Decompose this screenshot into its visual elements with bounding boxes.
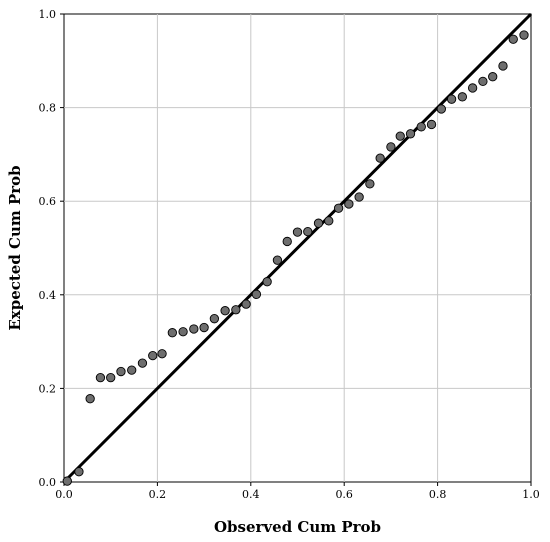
y-tick-label: 0.8 (39, 102, 57, 115)
data-point (478, 76, 488, 87)
data-point (488, 72, 498, 82)
data-point (85, 394, 95, 404)
x-tick-label: 0.2 (149, 488, 167, 501)
data-point (498, 61, 508, 71)
x-tick-label: 0.0 (55, 488, 73, 501)
gridlines (64, 14, 531, 482)
data-point (405, 129, 416, 139)
data-point (251, 289, 262, 299)
x-tick-label: 0.4 (242, 488, 260, 501)
data-point (95, 372, 106, 383)
y-axis-title: Expected Cum Prob (6, 165, 24, 330)
data-point (199, 322, 209, 333)
x-tick-label: 1.0 (522, 488, 540, 501)
y-tick-label: 1.0 (39, 8, 57, 21)
data-point (303, 226, 313, 237)
data-point (167, 328, 177, 338)
data-point (313, 218, 324, 228)
data-point (127, 365, 137, 375)
data-point (324, 216, 334, 226)
data-point (148, 350, 158, 361)
x-axis-title: Observed Cum Prob (214, 518, 381, 536)
data-point (209, 314, 220, 324)
data-point (457, 92, 468, 102)
reference-line (62, 12, 533, 484)
data-point (189, 324, 199, 334)
data-points (62, 30, 529, 486)
data-point (508, 34, 518, 44)
data-point (333, 203, 344, 213)
y-tick-label: 0.6 (39, 195, 57, 208)
data-point (354, 192, 364, 202)
y-tick-label: 0.4 (39, 289, 57, 302)
data-point (519, 30, 529, 40)
data-point (220, 306, 230, 316)
data-point (231, 305, 241, 315)
data-point (467, 83, 478, 93)
data-point (116, 366, 126, 377)
data-point (178, 327, 188, 337)
data-point (106, 372, 116, 383)
data-point (446, 94, 457, 104)
data-point (137, 358, 148, 368)
y-tick-label: 0.2 (39, 382, 57, 395)
data-point (426, 119, 437, 130)
data-point (272, 255, 283, 265)
y-tick-label: 0.0 (39, 476, 57, 489)
data-point (436, 104, 446, 114)
x-axis-ticks: 0.0 0.2 0.4 0.6 0.8 1.0 (55, 482, 540, 501)
y-axis-ticks: 0.0 0.2 0.4 0.6 0.8 1.0 (39, 8, 64, 489)
data-point (375, 153, 385, 163)
data-point (292, 227, 303, 237)
x-tick-label: 0.8 (429, 488, 447, 501)
data-point (62, 476, 72, 486)
data-point (386, 142, 396, 152)
x-tick-label: 0.6 (335, 488, 353, 501)
data-point (416, 122, 426, 132)
data-point (344, 199, 354, 209)
data-point (262, 277, 272, 287)
data-point (395, 131, 405, 141)
data-point (74, 467, 84, 477)
data-point (157, 349, 167, 359)
data-point (241, 299, 251, 309)
data-point (282, 236, 292, 247)
data-point (365, 179, 375, 189)
